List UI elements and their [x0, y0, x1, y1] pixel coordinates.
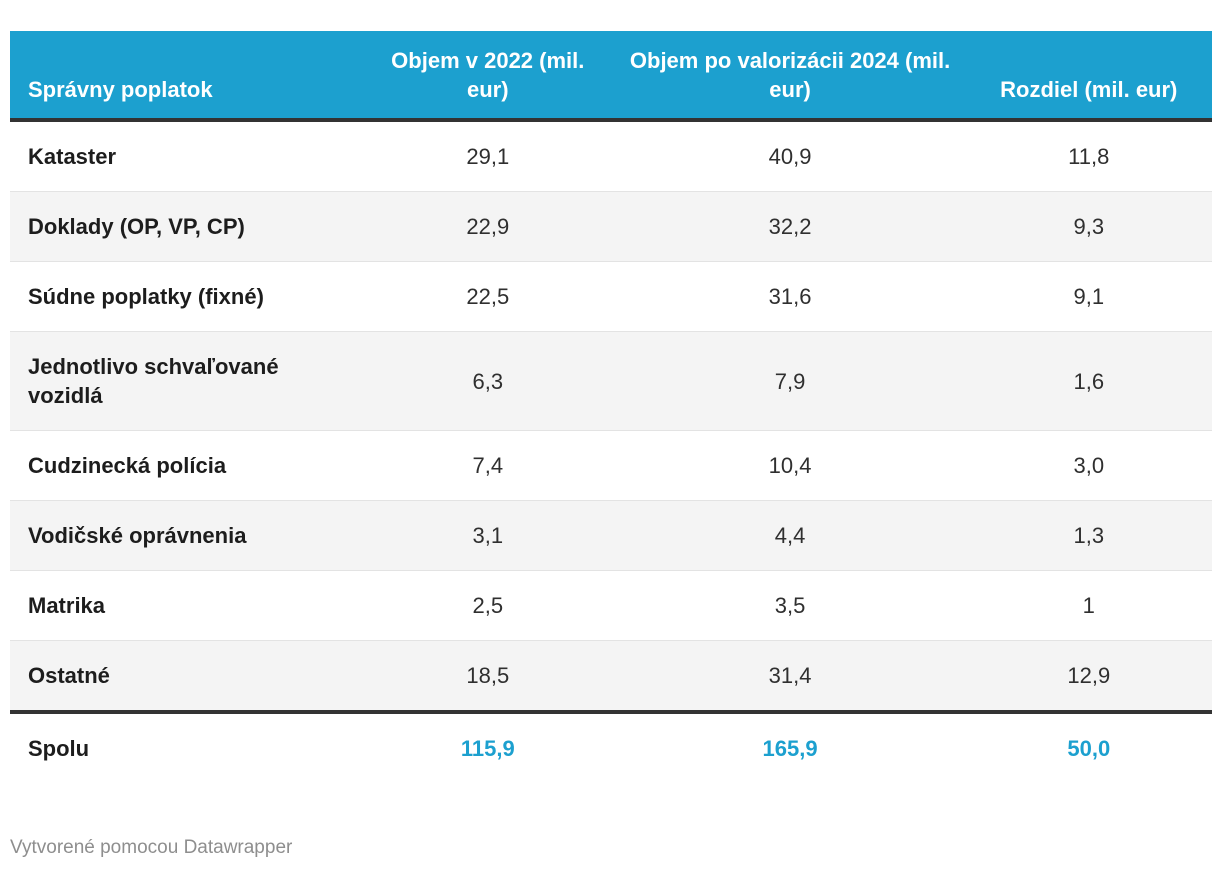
value-cell: 22,9 — [360, 191, 615, 262]
value-cell: 1,6 — [965, 331, 1212, 431]
total-label-cell: Spolu — [10, 710, 361, 783]
value-cell: 29,1 — [466, 144, 510, 169]
value-cell: 40,9 — [768, 144, 812, 169]
row-label-cell: Kataster — [28, 144, 117, 169]
total-value-cell: 115,9 — [360, 710, 615, 783]
value-cell: 22,5 — [360, 261, 615, 332]
value-cell: 3,0 — [965, 430, 1212, 501]
column-header: Správny poplatok — [10, 31, 361, 122]
table-row: Ostatné 18,5 31,4 12,9 — [10, 640, 1212, 712]
value-cell: 3,1 — [360, 500, 615, 571]
value-cell: 32,2 — [614, 191, 966, 262]
value-cell: 6,3 — [360, 331, 615, 431]
value-cell: 7,4 — [360, 430, 615, 501]
row-label-cell: Matrika — [10, 570, 361, 641]
column-header: Objem po valorizácii 2024 (mil. eur) — [614, 31, 966, 122]
table-row: Doklady (OP, VP, CP) 22,9 32,2 9,3 — [10, 191, 1212, 262]
table-body: Kataster 29,1 40,9 11,8 Doklady (OP, VP, CP)… — [10, 120, 1212, 712]
row-label-cell: Cudzinecká polícia — [10, 430, 361, 501]
attribution-caption: Vytvorené pomocou Datawrapper — [10, 836, 1220, 860]
total-row: Spolu 115,9 165,9 50,0 — [10, 710, 1212, 783]
row-label-cell: Súdne poplatky (fixné) — [10, 261, 361, 332]
value-cell: 2,5 — [360, 570, 615, 641]
table-row: Matrika 2,5 3,5 1 — [10, 570, 1212, 641]
value-cell: 3,5 — [614, 570, 966, 641]
table-row: Súdne poplatky (fixné) 22,5 31,6 9,1 — [10, 261, 1212, 332]
table-row: Cudzinecká polícia 7,4 10,4 3,0 — [10, 430, 1212, 501]
table-row: Kataster 29,1 40,9 11,8 — [10, 120, 1212, 192]
row-label-cell: Ostatné — [10, 640, 361, 712]
value-cell: 10,4 — [614, 430, 966, 501]
value-cell: 1,3 — [965, 500, 1212, 571]
value-cell: 9,3 — [965, 191, 1212, 262]
row-label-cell: Doklady (OP, VP, CP) — [10, 191, 361, 262]
row-label-cell: Vodičské oprávnenia — [10, 500, 361, 571]
table-total: Spolu 115,9 165,9 50,0 — [10, 710, 1212, 783]
total-value-cell: 50,0 — [965, 710, 1212, 783]
value-cell: 4,4 — [614, 500, 966, 571]
total-value-cell: 165,9 — [614, 710, 966, 783]
datawrapper-link[interactable]: Datawrapper — [183, 837, 293, 858]
fees-table: Správny poplatok Objem v 2022 (mil. eur) O… — [10, 31, 1212, 783]
value-cell: 1 — [965, 570, 1212, 641]
column-header: Objem v 2022 (mil. eur) — [360, 31, 615, 122]
value-cell: 31,6 — [614, 261, 966, 332]
attribution-prefix: Vytvorené pomocou — [10, 837, 184, 858]
value-cell: 31,4 — [614, 640, 966, 712]
value-cell: 11,8 — [1068, 144, 1110, 169]
column-header: Rozdiel (mil. eur) — [965, 31, 1212, 122]
datawrapper-table-widget: Správny poplatok Objem v 2022 (mil. eur) O… — [10, 31, 1212, 783]
value-cell: 9,1 — [965, 261, 1212, 332]
table-header: Správny poplatok Objem v 2022 (mil. eur) O… — [10, 31, 1212, 122]
table-row: Jednotlivo schvaľované vozidlá 6,3 7,9 1,6 — [10, 331, 1212, 431]
table-header-row: Správny poplatok Objem v 2022 (mil. eur) O… — [10, 31, 1212, 122]
value-cell: 12,9 — [965, 640, 1212, 712]
value-cell: 7,9 — [614, 331, 966, 431]
value-cell: 18,5 — [360, 640, 615, 712]
table-row: Vodičské oprávnenia 3,1 4,4 1,3 — [10, 500, 1212, 571]
row-label-cell: Jednotlivo schvaľované vozidlá — [10, 331, 361, 431]
